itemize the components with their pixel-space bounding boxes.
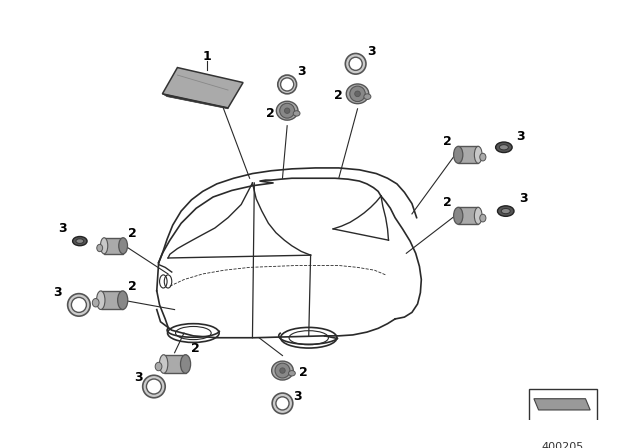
Ellipse shape bbox=[76, 239, 84, 243]
Ellipse shape bbox=[72, 237, 87, 246]
Ellipse shape bbox=[271, 361, 293, 380]
Ellipse shape bbox=[454, 207, 463, 224]
Ellipse shape bbox=[495, 142, 512, 152]
Polygon shape bbox=[100, 291, 123, 310]
Polygon shape bbox=[163, 94, 228, 109]
Ellipse shape bbox=[119, 238, 127, 254]
Ellipse shape bbox=[480, 153, 486, 161]
Polygon shape bbox=[533, 421, 593, 429]
Ellipse shape bbox=[118, 291, 128, 310]
Ellipse shape bbox=[97, 291, 105, 310]
Text: 2: 2 bbox=[128, 280, 137, 293]
Circle shape bbox=[349, 57, 362, 70]
Ellipse shape bbox=[280, 103, 294, 118]
Polygon shape bbox=[458, 207, 478, 224]
Polygon shape bbox=[458, 146, 478, 163]
Ellipse shape bbox=[275, 363, 290, 378]
FancyBboxPatch shape bbox=[529, 389, 596, 435]
Ellipse shape bbox=[480, 214, 486, 222]
Text: 2: 2 bbox=[128, 227, 137, 240]
Circle shape bbox=[280, 368, 285, 373]
Ellipse shape bbox=[474, 146, 482, 163]
Ellipse shape bbox=[100, 238, 108, 254]
Text: 3: 3 bbox=[519, 192, 528, 205]
Ellipse shape bbox=[346, 84, 369, 103]
Circle shape bbox=[68, 293, 90, 316]
Ellipse shape bbox=[289, 370, 295, 376]
Polygon shape bbox=[534, 399, 590, 410]
Text: 2: 2 bbox=[191, 342, 200, 356]
Ellipse shape bbox=[350, 86, 365, 102]
Ellipse shape bbox=[159, 355, 168, 373]
Text: 3: 3 bbox=[134, 370, 143, 383]
Ellipse shape bbox=[97, 244, 102, 252]
Ellipse shape bbox=[501, 208, 510, 214]
Text: 3: 3 bbox=[58, 222, 67, 235]
Circle shape bbox=[72, 297, 86, 312]
Text: 2: 2 bbox=[444, 135, 452, 148]
Text: 3: 3 bbox=[297, 65, 305, 78]
Text: 2: 2 bbox=[444, 196, 452, 209]
Text: 3: 3 bbox=[53, 286, 61, 299]
Text: 3: 3 bbox=[516, 129, 525, 142]
Circle shape bbox=[143, 375, 165, 398]
Text: 3: 3 bbox=[367, 45, 376, 58]
Ellipse shape bbox=[180, 355, 191, 373]
Circle shape bbox=[272, 393, 292, 414]
Circle shape bbox=[147, 379, 161, 394]
Text: 2: 2 bbox=[299, 366, 307, 379]
Ellipse shape bbox=[454, 146, 463, 163]
Ellipse shape bbox=[293, 111, 300, 116]
Polygon shape bbox=[164, 355, 186, 373]
Ellipse shape bbox=[155, 362, 162, 371]
Ellipse shape bbox=[474, 207, 482, 224]
Ellipse shape bbox=[92, 298, 99, 307]
Text: 400205: 400205 bbox=[542, 442, 584, 448]
Circle shape bbox=[278, 75, 296, 94]
Circle shape bbox=[280, 78, 294, 91]
Circle shape bbox=[276, 397, 289, 410]
Text: 1: 1 bbox=[203, 50, 212, 63]
Circle shape bbox=[346, 53, 366, 74]
Polygon shape bbox=[104, 238, 123, 254]
Ellipse shape bbox=[364, 94, 371, 99]
Ellipse shape bbox=[276, 101, 298, 120]
Polygon shape bbox=[163, 68, 243, 108]
Circle shape bbox=[355, 91, 360, 97]
Circle shape bbox=[284, 108, 290, 113]
Text: 3: 3 bbox=[293, 390, 302, 403]
Text: 2: 2 bbox=[334, 89, 343, 102]
Ellipse shape bbox=[499, 145, 508, 150]
Ellipse shape bbox=[497, 206, 514, 216]
Text: 2: 2 bbox=[266, 107, 275, 120]
